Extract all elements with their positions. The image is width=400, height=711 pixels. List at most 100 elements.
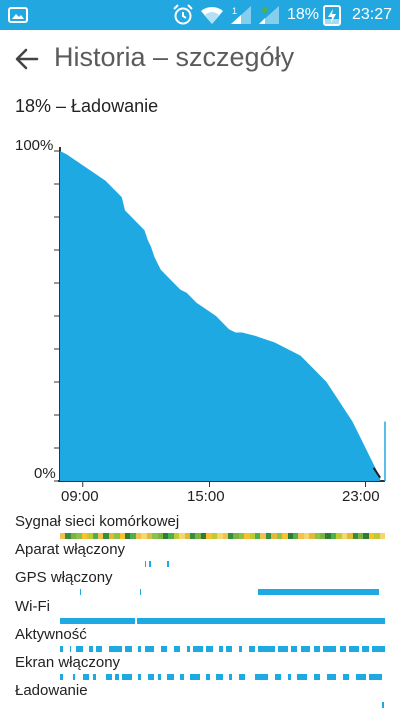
signal-segment xyxy=(173,533,180,539)
signal-segment xyxy=(195,533,202,539)
usage-segment xyxy=(160,645,168,652)
usage-segment xyxy=(89,645,93,652)
usage-segment xyxy=(92,674,96,680)
x-tick-label: 15:00 xyxy=(187,488,225,505)
row-track xyxy=(60,617,385,625)
signal-segment xyxy=(303,533,310,539)
signal-segment xyxy=(217,533,223,539)
row-label: Aktywność xyxy=(15,625,87,643)
usage-segment xyxy=(125,645,132,652)
signal-segment xyxy=(179,533,186,539)
usage-segment xyxy=(313,674,320,680)
signal-segment xyxy=(152,533,158,539)
signal-segment xyxy=(233,533,240,539)
usage-segment xyxy=(180,674,184,680)
usage-segment xyxy=(115,674,119,680)
signal-segment xyxy=(271,533,278,539)
usage-segment xyxy=(258,589,379,596)
usage-segment xyxy=(82,674,90,680)
usage-segment xyxy=(60,674,64,680)
page-title: Historia – szczegóły xyxy=(54,42,295,72)
usage-segment xyxy=(167,674,174,680)
usage-segment xyxy=(229,674,233,680)
usage-segment xyxy=(121,674,132,680)
usage-segment xyxy=(173,645,181,652)
signal-segment xyxy=(238,533,245,539)
signal-segment xyxy=(211,533,218,539)
wifi-icon xyxy=(200,0,224,30)
svg-text:1: 1 xyxy=(232,6,237,16)
row-track xyxy=(60,533,386,540)
signal-segment xyxy=(309,533,316,539)
signal-segment xyxy=(287,533,294,539)
signal-segment xyxy=(206,533,213,539)
usage-segment xyxy=(362,645,369,652)
row-label: Ekran włączony xyxy=(15,654,121,671)
usage-segment xyxy=(69,645,72,652)
usage-segment xyxy=(368,674,382,680)
signal-segment xyxy=(325,533,332,539)
usage-segment xyxy=(186,645,190,652)
signal-segment xyxy=(108,533,115,539)
signal-segment xyxy=(125,533,131,539)
signal-segment xyxy=(97,533,104,539)
usage-segment xyxy=(206,645,213,652)
usage-segment xyxy=(323,645,337,652)
signal-segment xyxy=(222,533,229,539)
row-label: Wi-Fi xyxy=(15,597,50,615)
battery-percent: 18% xyxy=(287,6,320,23)
battery-charging-icon xyxy=(322,0,342,30)
signal-segment xyxy=(347,533,353,539)
signal-segment xyxy=(92,533,99,539)
usage-segment xyxy=(326,674,337,680)
signal-segment xyxy=(141,533,148,539)
battery-level-line xyxy=(372,467,381,479)
status-bar: 1 18% 23:27 xyxy=(0,0,400,30)
usage-segment xyxy=(149,561,151,568)
signal-segment xyxy=(70,533,77,539)
signal-segment xyxy=(265,533,272,539)
signal-segment xyxy=(341,533,348,539)
signal-segment xyxy=(103,533,110,539)
signal-segment xyxy=(330,533,337,539)
usage-segment xyxy=(225,645,233,652)
usage-segment xyxy=(206,674,210,680)
usage-segment xyxy=(381,702,384,709)
usage-segment xyxy=(274,674,281,680)
usage-segment xyxy=(313,645,320,652)
row-track xyxy=(60,561,385,568)
usage-segment xyxy=(60,645,64,652)
signal-segment xyxy=(357,533,364,539)
app-bar: Historia – szczegóły xyxy=(0,30,400,88)
signal-segment xyxy=(87,533,93,539)
signal-segment xyxy=(298,533,305,539)
battery-level-area xyxy=(60,151,381,481)
usage-segment xyxy=(238,645,242,652)
signal-segment xyxy=(81,533,88,539)
signal-segment xyxy=(168,533,175,539)
signal-segment xyxy=(336,533,343,539)
signal-segment xyxy=(282,533,288,539)
arrow-left-icon[interactable] xyxy=(12,44,42,74)
signal-segment xyxy=(119,533,126,539)
signal-segment xyxy=(184,533,191,539)
usage-segment xyxy=(372,645,385,652)
alarm-icon xyxy=(172,0,194,30)
signal-segment xyxy=(255,533,261,539)
signal-segment xyxy=(135,533,142,539)
usage-segment xyxy=(349,645,359,652)
signal-segment xyxy=(368,533,375,539)
row-label: Ładowanie xyxy=(15,682,88,700)
usage-segment xyxy=(216,674,223,680)
x-tick-label: 23:00 xyxy=(342,488,380,505)
image-notification-icon xyxy=(8,0,28,30)
usage-segment xyxy=(95,645,103,652)
signal-segment xyxy=(114,533,121,539)
usage-segment xyxy=(147,674,155,680)
usage-segment xyxy=(138,645,142,652)
signal-segment xyxy=(276,533,283,539)
y-tick-label: 100% xyxy=(15,137,54,154)
usage-segment xyxy=(73,674,75,680)
usage-segment xyxy=(136,617,385,624)
